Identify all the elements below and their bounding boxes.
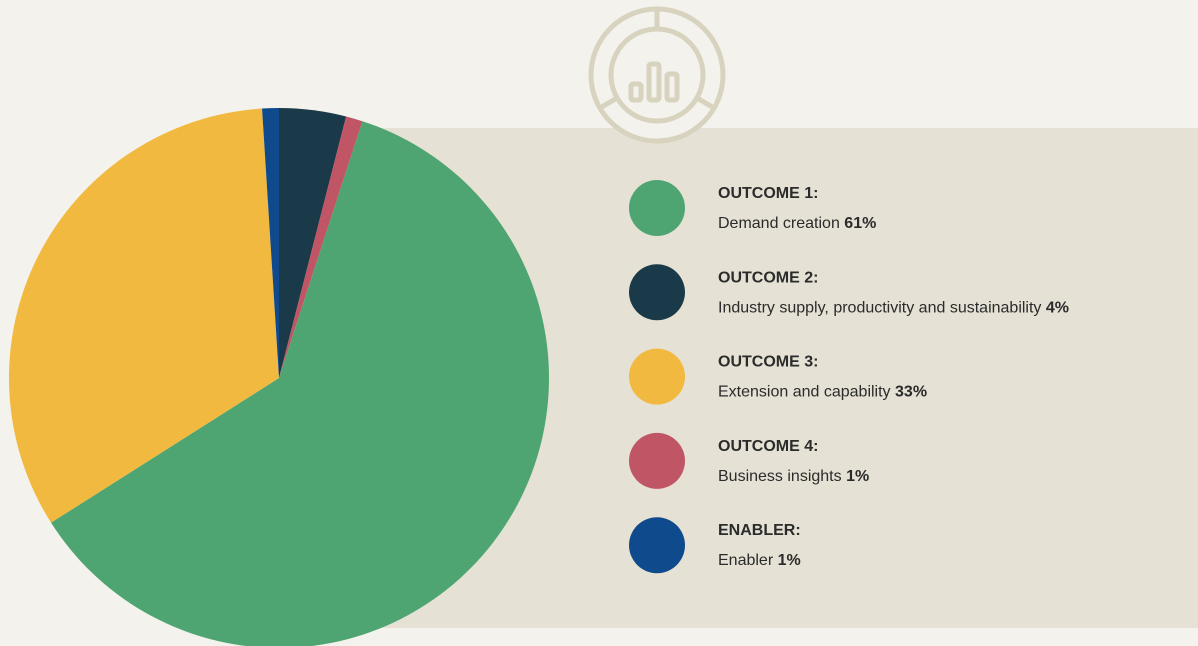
legend-swatch bbox=[629, 180, 685, 236]
legend-description: Industry supply, productivity and sustai… bbox=[718, 299, 1041, 316]
legend-heading: OUTCOME 4: bbox=[718, 438, 818, 455]
legend-swatch bbox=[629, 348, 685, 405]
legend-value: 1% bbox=[778, 552, 801, 569]
pie-slice bbox=[9, 108, 279, 523]
legend-description: Extension and capability bbox=[718, 384, 891, 401]
legend-swatch bbox=[629, 264, 685, 321]
legend-swatch bbox=[629, 517, 685, 574]
legend-text: Industry supply, productivity and sustai… bbox=[718, 299, 1069, 316]
legend-swatch bbox=[629, 432, 685, 489]
pie-slice bbox=[51, 121, 549, 646]
pie-slice bbox=[279, 108, 347, 378]
legend-description: Enabler bbox=[718, 552, 774, 569]
legend-value: 61% bbox=[844, 215, 876, 232]
legend-heading: OUTCOME 2: bbox=[718, 269, 818, 286]
legend-heading: ENABLER: bbox=[718, 522, 801, 539]
icon-bar bbox=[628, 81, 644, 103]
legend-value: 4% bbox=[1046, 299, 1069, 316]
icon-bar bbox=[664, 71, 680, 103]
legend-description: Demand creation bbox=[718, 215, 840, 232]
icon-tick bbox=[598, 95, 619, 111]
legend-value: 1% bbox=[846, 468, 869, 485]
icon-tick bbox=[695, 95, 716, 111]
pie bbox=[9, 108, 549, 646]
legend-value: 33% bbox=[895, 384, 927, 401]
legend-heading: OUTCOME 3: bbox=[718, 354, 818, 371]
legend-text: Enabler 1% bbox=[718, 552, 801, 569]
icon-bar bbox=[646, 61, 662, 103]
legend-description: Business insights bbox=[718, 468, 842, 485]
pie-slice bbox=[262, 108, 279, 378]
legend-text: Extension and capability 33% bbox=[718, 384, 927, 401]
legend-text: Business insights 1% bbox=[718, 468, 869, 485]
icon bbox=[588, 6, 726, 144]
legend-text: Demand creation 61% bbox=[718, 215, 876, 232]
legend-heading: OUTCOME 1: bbox=[718, 185, 818, 202]
pie-slice bbox=[279, 116, 363, 378]
